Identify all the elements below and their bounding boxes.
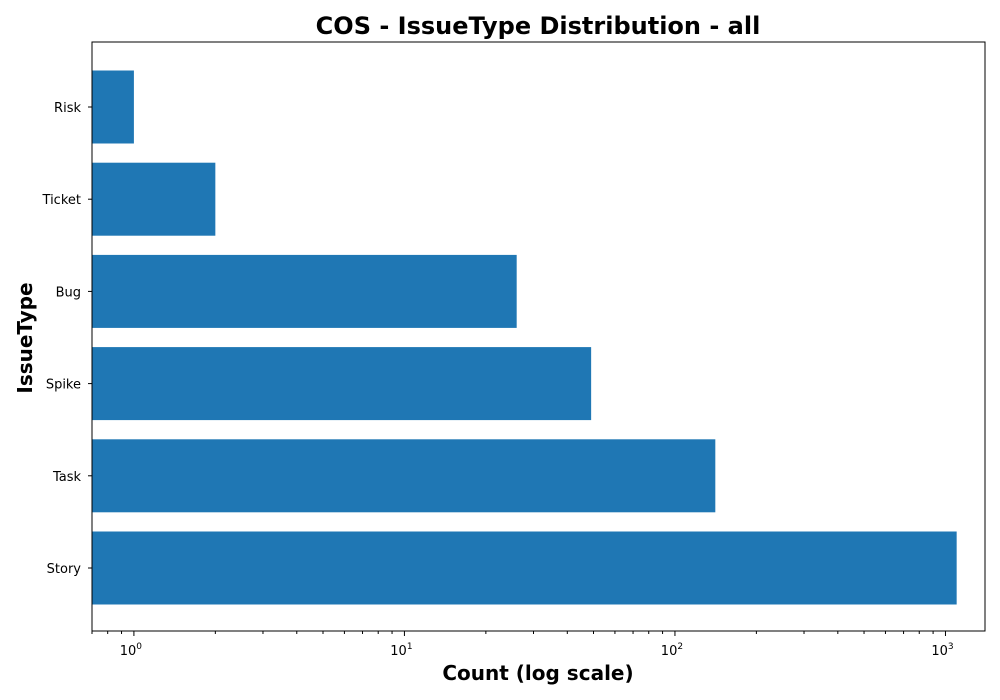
bar-ticket — [92, 162, 216, 236]
y-tick-label: Spike — [46, 378, 81, 393]
y-tick-label: Ticket — [42, 193, 81, 208]
x-tick-label: 100 — [120, 642, 143, 659]
x-tick-label: 103 — [931, 642, 953, 659]
y-axis-ticks: Story Task Spike Bug Ticket Risk — [42, 101, 92, 577]
x-tick-label: 102 — [661, 642, 683, 659]
y-tick-label: Bug — [56, 285, 81, 300]
x-axis-label: Count (log scale) — [442, 661, 633, 685]
bar-bug — [92, 254, 517, 328]
y-tick-label: Story — [47, 562, 82, 577]
chart-title: COS - IssueType Distribution - all — [316, 12, 761, 40]
plot-frame — [91, 41, 986, 632]
y-axis-label: IssueType — [13, 282, 37, 393]
bars-group — [92, 70, 957, 605]
bar-task — [92, 439, 716, 513]
bar-story — [92, 531, 957, 605]
x-tick-label: 101 — [390, 642, 412, 659]
y-tick-label: Task — [52, 470, 82, 485]
y-tick-label: Risk — [54, 101, 81, 116]
bar-spike — [92, 347, 592, 421]
x-axis-ticks: 100 101 102 103 — [91, 631, 954, 659]
bar-risk — [92, 70, 134, 144]
